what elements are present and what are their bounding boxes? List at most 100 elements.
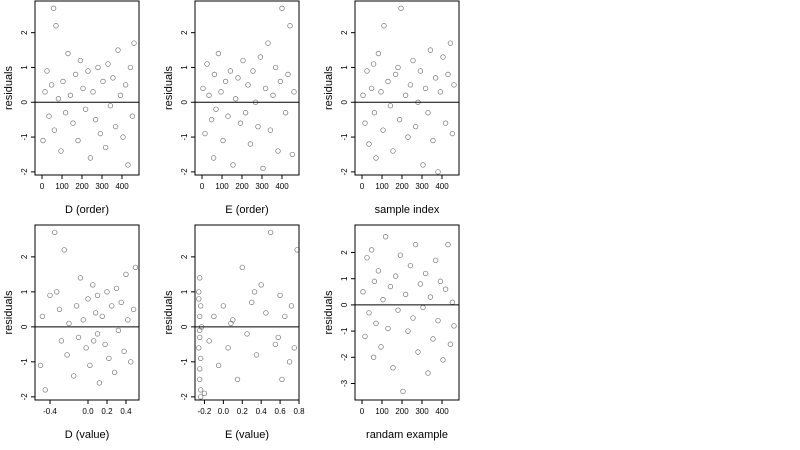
x-tick-label: 0 <box>360 182 365 191</box>
y-axis-label: residuals <box>323 290 335 335</box>
x-tick-label: 100 <box>215 182 229 191</box>
point <box>251 289 258 295</box>
point <box>121 348 127 355</box>
point <box>94 292 101 299</box>
point <box>412 123 419 130</box>
point <box>54 289 60 295</box>
point <box>117 92 124 98</box>
point <box>73 303 80 309</box>
point <box>90 282 96 288</box>
point <box>39 313 46 320</box>
point <box>282 110 289 116</box>
point <box>70 120 76 126</box>
point <box>395 307 401 313</box>
point <box>366 141 372 147</box>
point <box>420 162 426 168</box>
point <box>440 357 446 363</box>
point <box>270 92 276 98</box>
point <box>109 303 115 309</box>
point <box>430 137 436 144</box>
point <box>398 5 404 11</box>
point <box>381 23 387 29</box>
point <box>92 117 99 123</box>
point <box>50 5 57 11</box>
point <box>102 341 108 348</box>
point <box>445 71 451 78</box>
point <box>132 264 139 271</box>
y-axis-label: residuals <box>3 290 15 335</box>
y-tick-label: 0 <box>180 99 189 104</box>
point <box>46 113 52 119</box>
point <box>228 320 234 327</box>
y-tick-label: 1 <box>20 65 29 70</box>
point <box>291 89 297 95</box>
point <box>247 141 254 147</box>
point <box>447 341 454 347</box>
point <box>262 85 269 91</box>
point <box>198 303 204 309</box>
point <box>425 370 431 376</box>
point <box>235 75 241 81</box>
point <box>102 144 109 151</box>
x-tick-label: 100 <box>55 182 69 191</box>
point <box>291 345 297 351</box>
point <box>82 106 89 112</box>
point <box>375 268 382 274</box>
point <box>197 327 203 334</box>
point <box>410 57 416 64</box>
y-tick-label: 2 <box>20 30 29 35</box>
x-tick-label: 300 <box>255 182 269 191</box>
point <box>230 317 236 323</box>
point <box>85 296 91 302</box>
point <box>417 281 424 287</box>
point <box>392 273 399 279</box>
x-tick-label: 400 <box>275 182 289 191</box>
point <box>42 89 48 95</box>
point <box>52 229 58 236</box>
point <box>373 320 379 326</box>
point <box>111 369 118 376</box>
y-tick-label: -1 <box>340 133 349 141</box>
point <box>65 50 71 57</box>
point <box>392 71 399 78</box>
x-tick-label: 0.4 <box>120 407 132 416</box>
y-tick-label: -1 <box>20 133 29 141</box>
point <box>286 359 293 365</box>
point <box>449 299 456 305</box>
point <box>198 394 204 400</box>
point <box>62 110 69 116</box>
point <box>265 40 271 46</box>
point <box>257 54 264 60</box>
point <box>227 68 234 74</box>
x-tick-label: 300 <box>415 407 429 416</box>
y-tick-label: 2 <box>180 30 189 35</box>
point <box>387 103 394 109</box>
point <box>123 271 129 278</box>
point <box>378 344 384 350</box>
x-tick-label: 0.4 <box>256 407 268 416</box>
point <box>234 376 241 383</box>
point <box>387 283 394 290</box>
point <box>390 365 396 371</box>
y-tick-label: 2 <box>340 250 349 255</box>
y-tick-label: -2 <box>180 393 189 401</box>
point <box>395 64 401 71</box>
point <box>220 303 227 309</box>
y-tick-label: 0 <box>340 99 349 104</box>
point <box>42 387 48 393</box>
point <box>258 282 264 288</box>
point <box>113 285 120 292</box>
point <box>75 137 81 144</box>
point <box>110 75 116 81</box>
point <box>201 390 208 397</box>
point <box>275 334 281 341</box>
point <box>385 325 391 332</box>
point <box>210 155 217 161</box>
point <box>422 85 429 91</box>
point <box>282 313 288 320</box>
x-axis-label: E (value) <box>225 429 269 441</box>
point <box>364 68 370 74</box>
point <box>380 297 386 303</box>
point <box>206 92 212 98</box>
point <box>90 89 96 95</box>
